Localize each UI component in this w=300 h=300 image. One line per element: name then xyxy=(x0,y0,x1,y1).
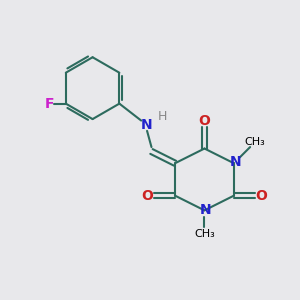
Text: CH₃: CH₃ xyxy=(194,229,215,239)
Text: O: O xyxy=(141,189,153,202)
Text: N: N xyxy=(141,118,153,132)
Text: H: H xyxy=(158,110,167,123)
Text: O: O xyxy=(256,189,268,202)
Text: N: N xyxy=(200,203,212,218)
Text: F: F xyxy=(45,97,54,111)
Text: N: N xyxy=(230,155,241,169)
Text: CH₃: CH₃ xyxy=(245,137,266,147)
Text: O: O xyxy=(199,114,210,128)
